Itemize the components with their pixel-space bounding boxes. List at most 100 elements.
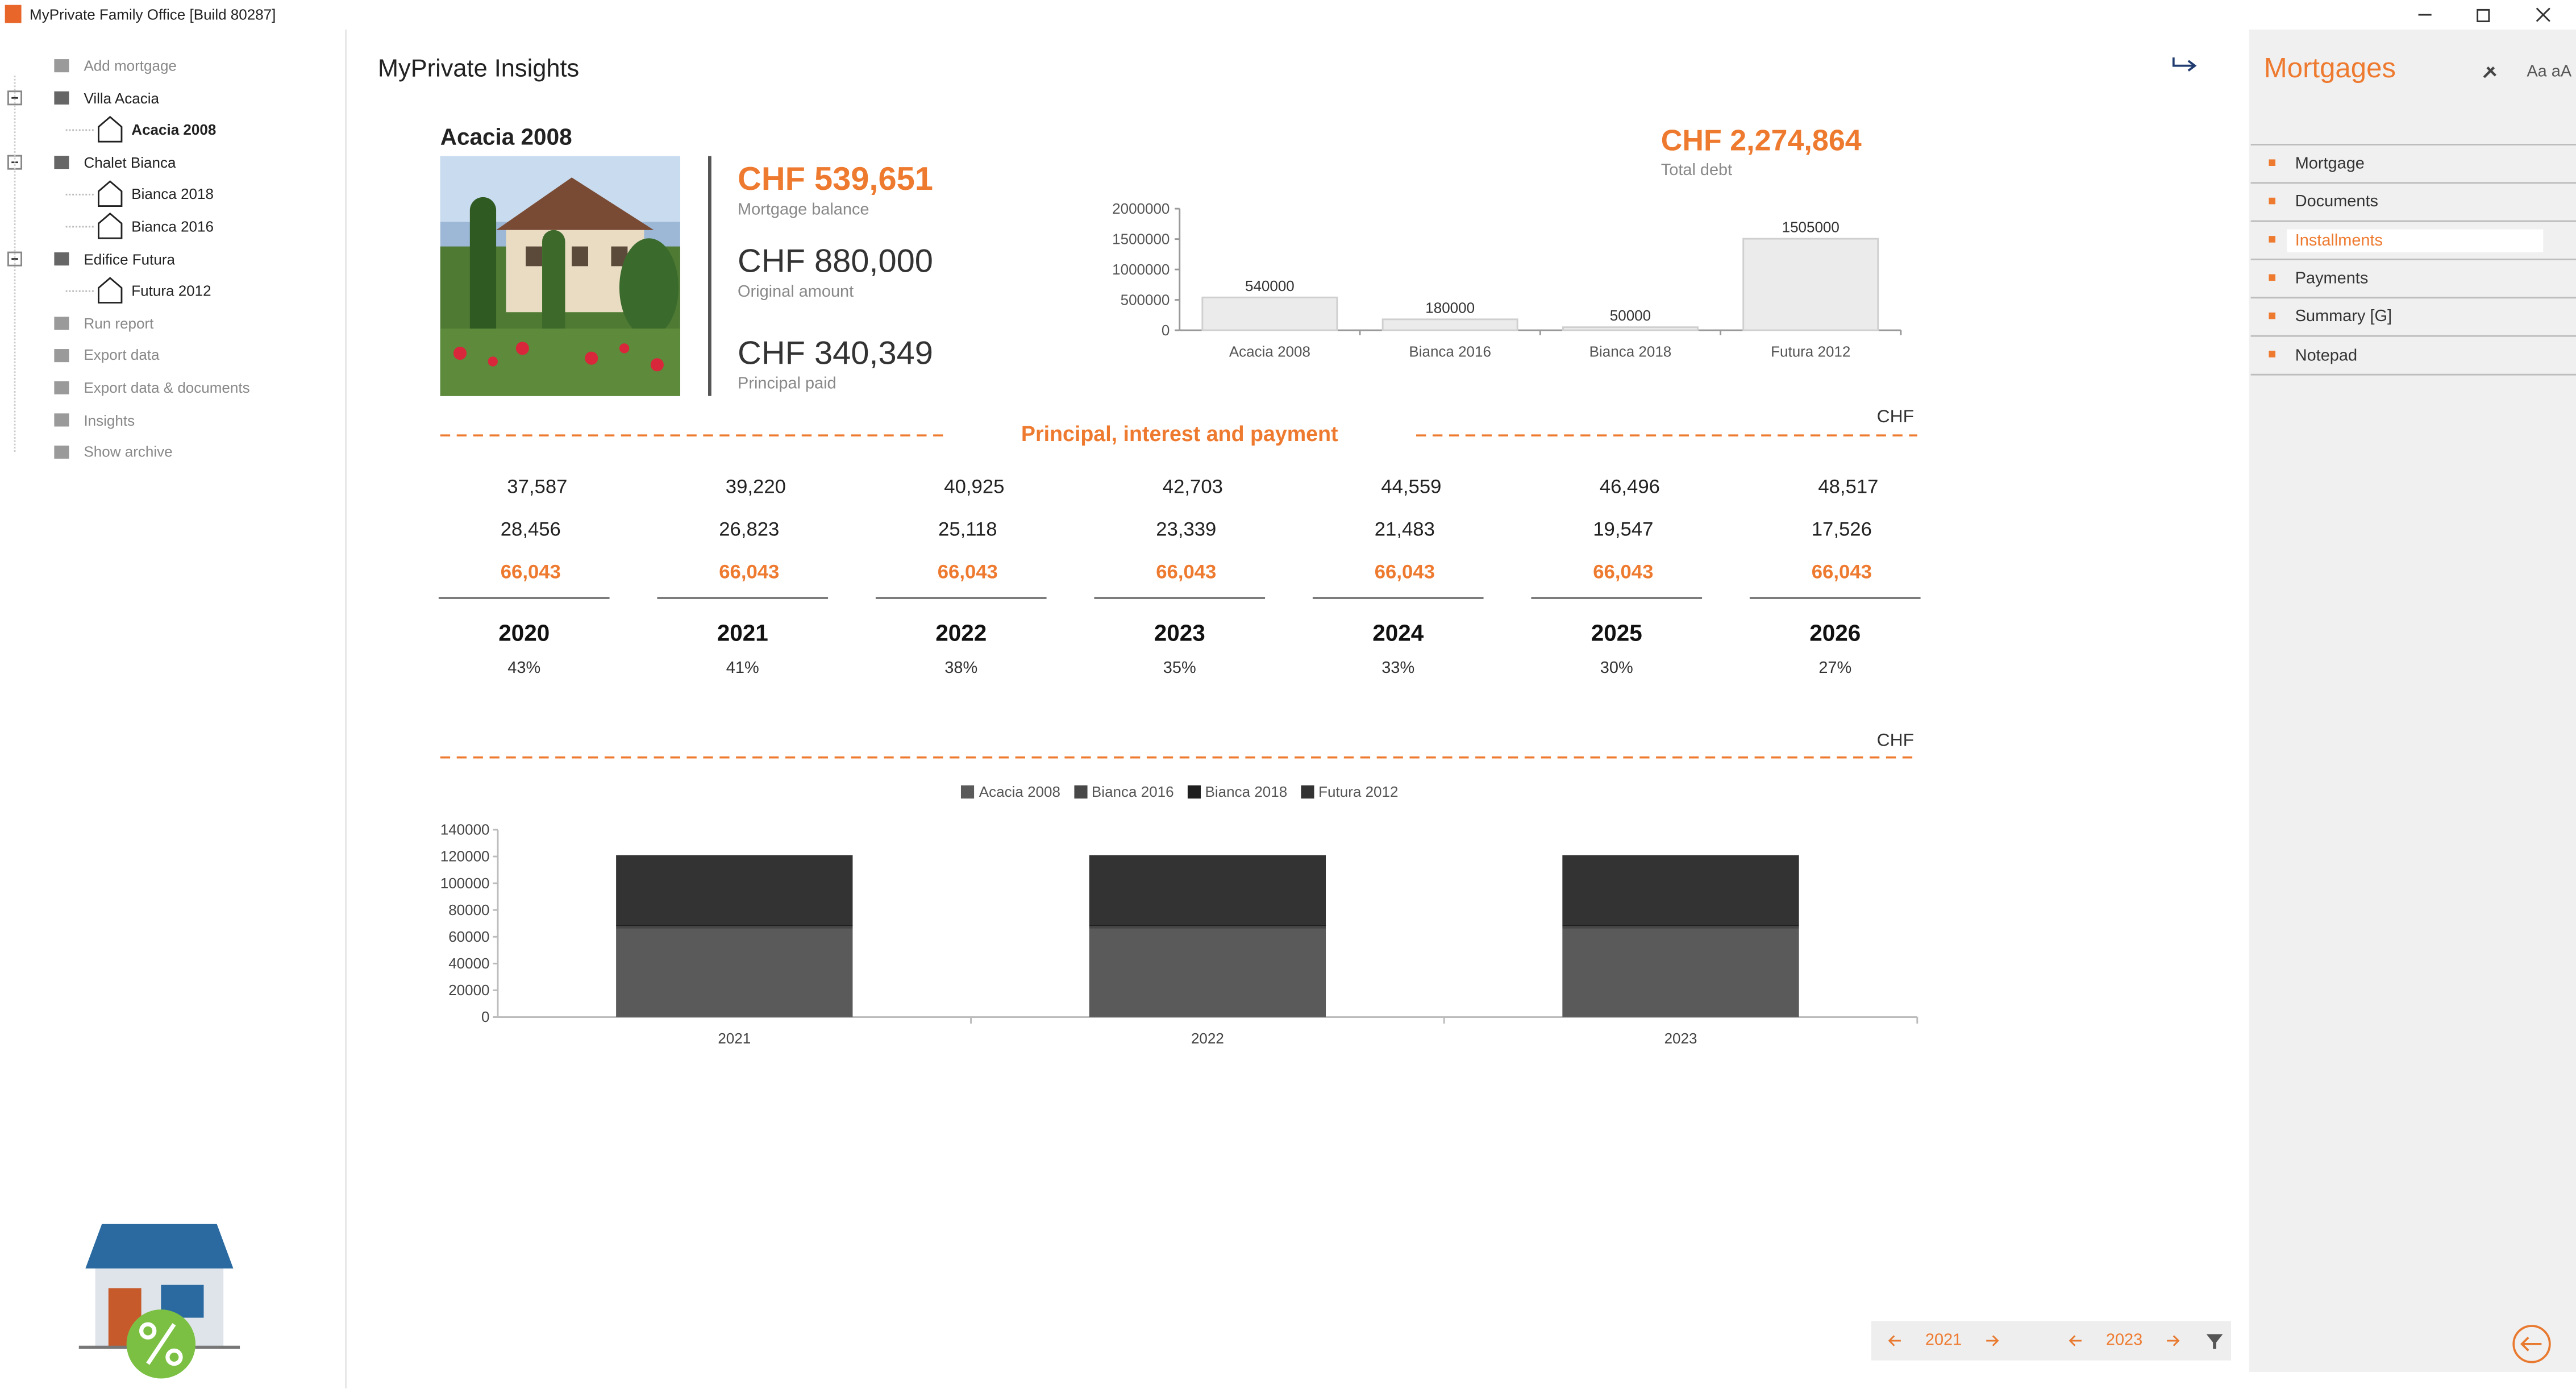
bar [1562,326,1699,331]
sidebar-item[interactable]: Export data & documents [84,379,250,396]
y-tick-label: 60000 [448,928,489,945]
value-label: 50000 [1610,307,1651,324]
x-tick-label: Bianca 2018 [1589,343,1672,360]
bullet [2269,236,2276,243]
sidebar [0,30,347,1388]
x-tick-label: 2022 [1191,1030,1224,1047]
legend-item[interactable]: Acacia 2008 [960,784,1060,800]
x-tick-label: Acacia 2008 [1229,343,1310,360]
sidebar-item[interactable]: Acacia 2008 [131,122,217,139]
panel-item[interactable]: Mortgage [2295,155,2365,174]
legend-item[interactable]: Bianca 2016 [1073,784,1174,800]
principal: 48,517 [1818,475,1879,498]
interest: 17,526 [1811,517,1872,541]
bar-segment [616,855,853,925]
filter-icon[interactable] [2206,1334,2223,1349]
panel-item[interactable]: Summary [G] [2295,308,2392,327]
year: 2021 [717,619,768,646]
panel-item[interactable]: Payments [2295,270,2369,289]
sidebar-item[interactable]: Insights [84,411,135,429]
interest: 19,547 [1593,517,1654,541]
currency-label: CHF [1876,407,1915,427]
sidebar-item[interactable]: Run report [84,315,154,332]
original-amount: CHF 880,000 [738,244,933,280]
legend-item[interactable]: Bianca 2018 [1187,784,1287,800]
share-icon[interactable] [2172,57,2197,72]
legend-swatch [1187,785,1200,799]
paid-label: Principal paid [738,375,837,394]
legend: Acacia 2008 Bianca 2016 Bianca 2018 Futura … [960,784,1399,800]
legend-item[interactable]: Futura 2012 [1300,784,1399,800]
item-icon [54,381,69,394]
principal: 46,496 [1599,475,1660,498]
bar [1201,296,1338,331]
ratio: 38% [944,659,978,678]
year: 2026 [1809,619,1861,646]
y-tick-label: 1000000 [1112,261,1170,278]
payment: 66,043 [1374,560,1435,584]
item-icon [54,317,69,330]
year: 2023 [1154,619,1205,646]
sidebar-item[interactable]: Chalet Bianca [84,154,176,171]
x-tick-label: 2023 [1664,1030,1697,1047]
interest: 23,339 [1156,517,1217,541]
property-name: Acacia 2008 [440,123,572,150]
side-panel [2249,30,2576,1372]
sidebar-item[interactable]: Futura 2012 [131,282,211,300]
payment: 66,043 [937,560,998,584]
window-title: MyPrivate Family Office [Build 80287] [30,6,276,23]
panel-title: Mortgages [2263,52,2396,84]
y-tick-label: 120000 [440,848,490,865]
bar-segment [1562,925,1799,926]
sidebar-item[interactable]: Add mortgage [84,57,177,74]
sidebar-item[interactable]: Edifice Futura [84,251,175,268]
x-tick-label: Futura 2012 [1771,343,1850,360]
ratio: 27% [1818,659,1852,678]
legend-swatch [1300,785,1314,799]
sidebar-item[interactable]: Show archive [84,444,173,461]
y-tick-label: 1500000 [1112,230,1170,247]
item-icon [54,156,69,169]
nav-to[interactable]: 2023 [2105,1332,2143,1350]
y-tick-label: 500000 [1121,291,1170,308]
y-tick-label: 2000000 [1112,200,1170,217]
window-controls[interactable] [2418,7,2550,23]
x-tick-label: 2021 [718,1030,751,1047]
bar [1742,238,1879,331]
panel-item[interactable]: Documents [2295,193,2378,212]
principal: 44,559 [1381,475,1442,498]
panel-item[interactable]: Notepad [2295,347,2358,365]
payment: 66,043 [500,560,561,584]
bar-segment [616,929,853,1017]
schedule-title: Principal, interest and payment [1021,421,1338,446]
sidebar-item[interactable]: Villa Acacia [84,89,160,106]
currency-label: CHF [1876,731,1915,751]
panel-item[interactable]: Installments [2295,231,2383,250]
year: 2020 [498,619,550,646]
nav-arrows[interactable] [1888,1335,2180,1346]
principal-paid: CHF 340,349 [738,336,933,372]
payment: 66,043 [719,560,780,584]
font-toggle[interactable]: Aa aA [2527,63,2572,82]
balance-label: Mortgage balance [738,201,869,219]
interest: 25,118 [938,517,997,541]
total-debt: CHF 2,274,864 [1661,124,1862,157]
nav-from[interactable]: 2021 [1925,1332,1962,1350]
sidebar-item[interactable]: Export data [84,347,160,364]
bar-segment [1562,929,1799,1017]
pin-icon[interactable] [2483,66,2496,78]
bar-segment [1089,929,1326,1017]
sidebar-item[interactable]: Bianca 2016 [131,218,214,235]
back-button[interactable] [2512,1325,2551,1363]
value-label: 540000 [1245,277,1295,294]
ratio: 33% [1381,659,1415,678]
value-label: 180000 [1425,299,1475,316]
y-tick-label: 80000 [448,901,489,918]
y-tick-label: 40000 [448,955,489,972]
sidebar-item[interactable]: Bianca 2018 [131,186,214,203]
bullet [2269,312,2276,319]
value-label: 1505000 [1782,219,1840,236]
payment: 66,043 [1156,560,1217,584]
y-tick-label: 100000 [440,875,490,892]
